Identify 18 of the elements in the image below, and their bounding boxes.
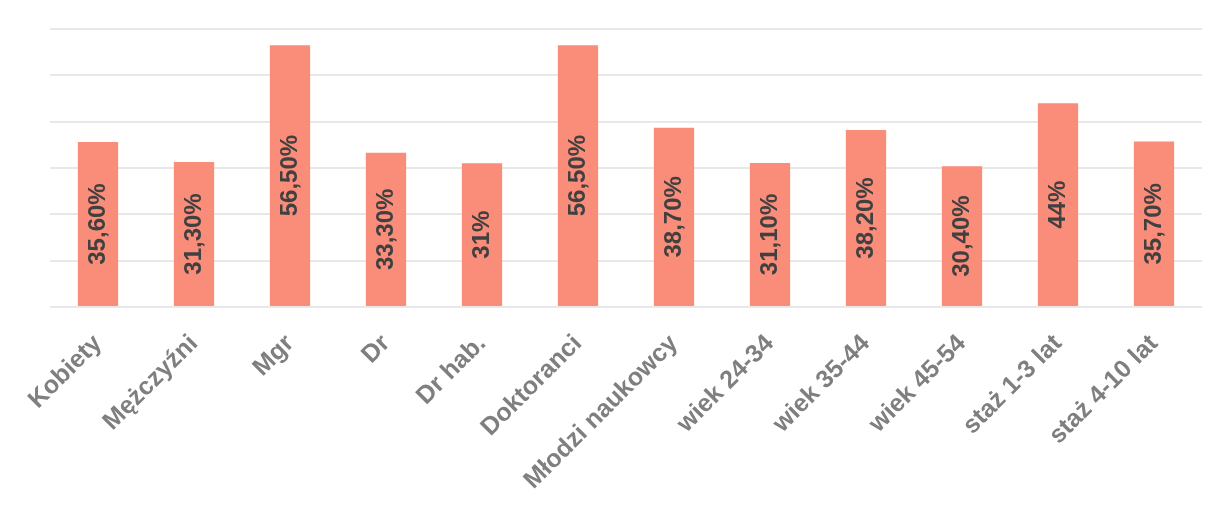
data-label: 31,30% <box>178 193 206 275</box>
x-tick-label: Mgr <box>246 328 299 381</box>
bar <box>461 163 503 306</box>
data-label: 30,40% <box>946 195 974 277</box>
x-tick-label: Dr <box>354 328 395 368</box>
bar <box>557 45 599 306</box>
data-label: 44% <box>1042 180 1070 229</box>
data-label: 56,50% <box>562 134 590 217</box>
bar <box>1037 103 1079 306</box>
data-label: 38,20% <box>850 177 878 259</box>
data-label: 31% <box>466 210 494 259</box>
data-label: 38,70% <box>658 176 686 258</box>
data-label: 35,70% <box>1138 183 1166 265</box>
bar <box>269 45 311 306</box>
data-label: 31,10% <box>754 193 782 276</box>
data-label: 33,30% <box>370 188 398 271</box>
data-label: 35,60% <box>82 183 110 265</box>
data-label: 56,50% <box>274 134 302 217</box>
